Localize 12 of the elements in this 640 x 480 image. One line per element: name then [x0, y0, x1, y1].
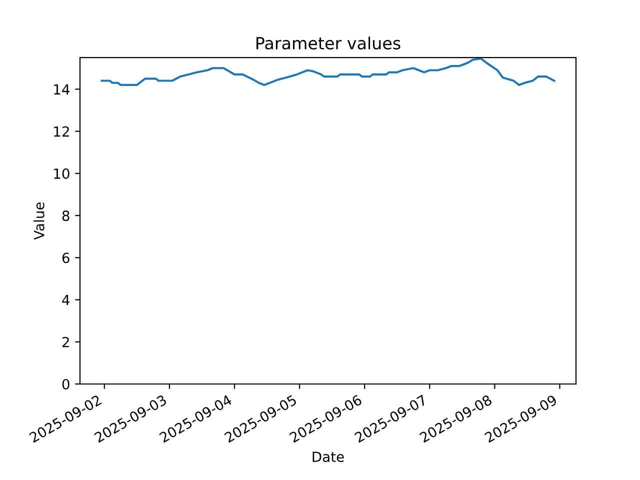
chart-title: Parameter values — [256, 36, 400, 50]
y-tick-label: 6 — [62, 252, 70, 264]
y-axis-title: Value — [34, 202, 44, 240]
y-tick-label: 4 — [62, 294, 70, 306]
x-axis-title: Date — [312, 452, 344, 462]
y-tick-label: 8 — [62, 210, 70, 222]
line-series — [100, 58, 556, 86]
y-tick-label: 12 — [54, 126, 69, 137]
y-tick-label: 14 — [54, 84, 70, 94]
y-tick-label: 10 — [54, 168, 70, 179]
y-tick-label: 0 — [62, 378, 70, 390]
y-tick-label: 2 — [62, 336, 69, 348]
